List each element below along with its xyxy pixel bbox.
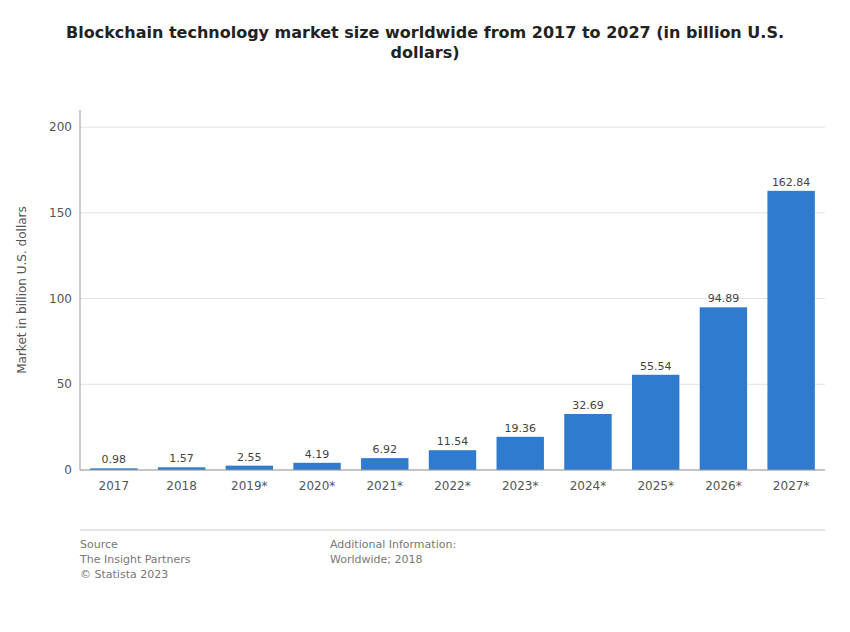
y-tick-label: 150: [49, 206, 72, 220]
title: Blockchain technology market size worldw…: [66, 23, 784, 62]
x-tick-label: 2022*: [434, 479, 471, 493]
data-label: 32.69: [572, 399, 604, 412]
bar: [497, 437, 544, 470]
x-tick-label: 2024*: [570, 479, 607, 493]
data-label: 4.19: [305, 448, 330, 461]
grid: [80, 127, 825, 470]
x-tick-label: 2020*: [299, 479, 336, 493]
data-label: 1.57: [169, 452, 194, 465]
footer-note: Additional Information:Worldwide; 2018: [330, 538, 456, 566]
x-tick-label: 2027*: [773, 479, 810, 493]
bar: [700, 307, 747, 470]
y-tick-label: 100: [49, 292, 72, 306]
bar: [429, 450, 476, 470]
data-label: 55.54: [640, 360, 672, 373]
footer-note: SourceThe Insight Partners© Statista 202…: [79, 538, 191, 581]
bars: [90, 191, 815, 470]
data-label: 0.98: [102, 453, 127, 466]
x-tick-label: 2018: [166, 479, 197, 493]
chart-container: Blockchain technology market size worldw…: [0, 0, 850, 632]
x-tick-label: 2017: [99, 479, 130, 493]
x-tick-label: 2026*: [705, 479, 742, 493]
bar: [632, 375, 679, 470]
y-tick-label: 200: [49, 120, 72, 134]
x-tick-label: 2025*: [637, 479, 674, 493]
x-axis-line: [80, 470, 825, 471]
x-tick-label: 2023*: [502, 479, 539, 493]
data-label: 6.92: [373, 443, 398, 456]
data-label: 2.55: [237, 451, 262, 464]
data-label: 162.84: [772, 176, 811, 189]
y-tick-label: 50: [57, 377, 72, 391]
bar: [293, 463, 340, 470]
bar: [361, 458, 408, 470]
x-tick-label: 2019*: [231, 479, 268, 493]
data-label: 11.54: [437, 435, 469, 448]
y-axis-label: Market in billion U.S. dollars: [15, 206, 29, 374]
grid-line: [80, 127, 825, 128]
grid-line: [80, 470, 825, 471]
bar: [564, 414, 611, 470]
bar: [767, 191, 814, 470]
data-label: 94.89: [708, 292, 740, 305]
data-label: 19.36: [504, 422, 536, 435]
grid-line: [80, 212, 825, 213]
y-axis-line: [80, 110, 81, 470]
x-tick-label: 2021*: [366, 479, 403, 493]
footer-separator: [80, 530, 825, 531]
data-labels: 0.98 1.57 2.55 4.19 6.92 11.54 19.36 32.69 55.54…: [102, 176, 811, 466]
y-tick-label: 0: [64, 463, 72, 477]
chart-svg: Blockchain technology market size worldw…: [0, 0, 850, 632]
bar: [226, 466, 273, 470]
x-ticks: 2017 2018 2019* 2020* 2021* 2022* 2023* 2024* 20…: [99, 479, 810, 493]
y-ticks: 0 50 100 150 200: [49, 120, 72, 477]
